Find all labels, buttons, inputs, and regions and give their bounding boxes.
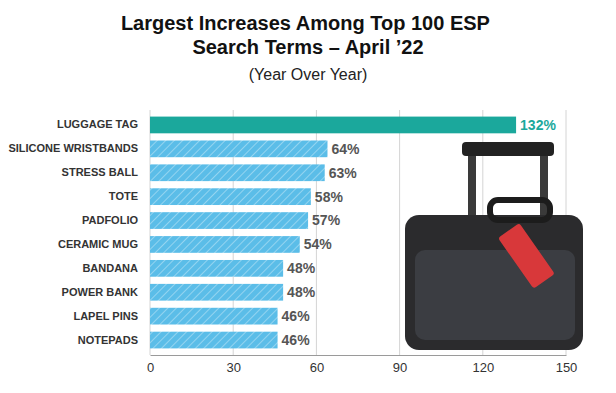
y-axis: LUGGAGE TAG SILICONE WRISTBANDS STRESS BAL…: [8, 118, 148, 345]
grid-line: [399, 110, 400, 355]
category-label: STRESS BALL: [62, 166, 139, 178]
y-tick: LUGGAGE TAG: [57, 118, 148, 130]
bar: [150, 164, 325, 181]
x-tick: 0: [147, 355, 154, 375]
bar: [150, 260, 283, 277]
x-tick: 120: [472, 355, 494, 375]
bar: [150, 117, 516, 134]
y-tick: LAPEL PINS: [73, 310, 148, 322]
luggage-tag-illustration: [498, 223, 555, 289]
data-label: 46%: [282, 308, 311, 324]
data-label: 48%: [287, 284, 316, 300]
data-label: 48%: [287, 260, 316, 276]
x-tick-label: 0: [147, 360, 154, 375]
x-tick: 60: [310, 355, 324, 375]
category-label: BANDANA: [82, 262, 138, 274]
data-label: 54%: [304, 236, 333, 252]
x-tick-label: 30: [226, 360, 240, 375]
y-tick: STRESS BALL: [62, 166, 148, 178]
x-tick: 150: [556, 355, 578, 375]
data-label: 57%: [312, 212, 341, 228]
y-tick: CERAMIC MUG: [58, 238, 148, 250]
y-tick: PADFOLIO: [82, 214, 148, 226]
category-label: POWER BANK: [62, 286, 138, 298]
suitcase-rod: [540, 150, 548, 220]
suitcase-illustration: [405, 142, 583, 350]
bar: [150, 332, 278, 349]
y-tick: NOTEPADS: [78, 334, 148, 346]
title: Largest Increases Among Top 100 ESP Sear…: [121, 12, 495, 58]
bar: [150, 236, 300, 253]
data-labels: 132% 64% 63% 58% 57% 54% 48% 48% 46% 46%: [282, 117, 557, 348]
category-label: TOTE: [109, 190, 138, 202]
data-label: 58%: [315, 189, 344, 205]
data-label: 46%: [282, 332, 311, 348]
x-tick-label: 150: [556, 360, 578, 375]
data-label: 63%: [329, 165, 358, 181]
category-label: CERAMIC MUG: [58, 238, 138, 250]
x-axis-line: [151, 355, 567, 356]
suitcase-panel: [415, 250, 575, 340]
chart: Largest Increases Among Top 100 ESP Sear…: [0, 0, 616, 393]
x-tick-label: 90: [393, 360, 407, 375]
x-tick-label: 120: [472, 360, 494, 375]
suitcase-rod: [468, 150, 476, 220]
category-label: LAPEL PINS: [73, 310, 138, 322]
x-tick-label: 60: [310, 360, 324, 375]
suitcase-handle: [490, 200, 550, 220]
y-tick: TOTE: [109, 190, 148, 202]
y-tick: BANDANA: [82, 262, 148, 274]
bars: [150, 117, 516, 349]
suitcase-body: [405, 215, 583, 350]
x-tick: 30: [226, 355, 240, 375]
bar: [150, 284, 283, 301]
category-label: PADFOLIO: [82, 214, 138, 226]
x-axis: 0 30 60 90 120 150: [147, 355, 577, 375]
subtitle: (Year Over Year): [249, 66, 368, 83]
bar: [150, 212, 308, 229]
category-label: SILICONE WRISTBANDS: [8, 142, 138, 154]
bar: [150, 308, 278, 325]
suitcase-grip: [462, 142, 554, 156]
category-label: LUGGAGE TAG: [57, 118, 138, 130]
y-tick: SILICONE WRISTBANDS: [8, 142, 148, 154]
bar: [150, 140, 327, 157]
data-label: 64%: [331, 141, 360, 157]
bar: [150, 188, 311, 205]
y-tick: POWER BANK: [62, 286, 148, 298]
data-label: 132%: [520, 117, 556, 133]
category-label: NOTEPADS: [78, 334, 138, 346]
x-tick: 90: [393, 355, 407, 375]
